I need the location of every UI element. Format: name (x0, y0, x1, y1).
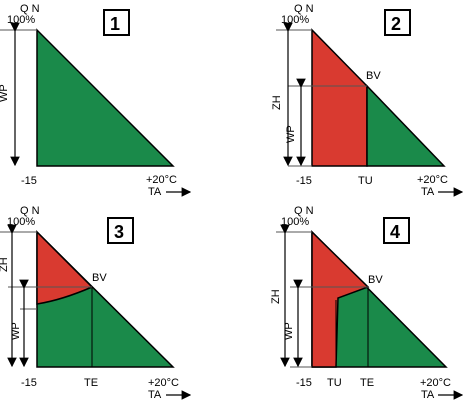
x-start-label: -15 (296, 377, 312, 389)
x-mid1-label: TU (358, 175, 373, 187)
zh-label: ZH (271, 95, 283, 110)
wp-label: WP (0, 84, 10, 102)
panel-2: Q N 100% ZH WP BV 2 -15 TU +20°C TA (271, 3, 464, 198)
ta-label: TA (148, 389, 162, 400)
heat-pump-area (36, 28, 175, 167)
percent-label: 100% (7, 14, 35, 26)
additional-heater-area (311, 28, 368, 167)
axis-top-label: Q N (294, 205, 314, 217)
heat-pump-area (366, 84, 446, 167)
panel-number-box (103, 9, 130, 36)
wp-label: WP (283, 322, 295, 340)
ta-label: TA (421, 389, 435, 400)
x-mid2-label: TE (360, 377, 374, 389)
panel-4: Q N 100% ZH WP BV 4 -15 TU TE +20°C TA (270, 205, 464, 401)
axis-top-label: Q N (20, 3, 40, 15)
panel-number-box (383, 217, 410, 244)
panel-number-box (384, 9, 411, 36)
axis-top-label: Q N (20, 205, 40, 217)
x-start-label: -15 (21, 377, 37, 389)
x-mid1-label: TE (84, 377, 98, 389)
panel-number: 4 (390, 222, 400, 242)
panel-1: Q N 100% WP 1 -15 +20°C TA (0, 3, 192, 198)
panel-number: 3 (114, 222, 124, 242)
bivalent-point-label: BV (368, 274, 383, 286)
additional-heater-area (311, 230, 370, 368)
x-mid1-label: TU (327, 377, 342, 389)
wp-label: WP (10, 322, 22, 340)
wp-label: WP (285, 125, 297, 143)
x-end-label: +20°C (417, 174, 448, 186)
panel-number: 2 (391, 14, 401, 34)
axis-top-label: Q N (294, 3, 314, 15)
ta-label: TA (148, 186, 162, 198)
percent-label: 100% (281, 14, 309, 26)
x-end-label: +20°C (148, 377, 179, 389)
x-start-label: -15 (296, 175, 312, 187)
ta-label: TA (421, 186, 435, 198)
panel-number: 1 (110, 14, 120, 34)
x-end-label: +20°C (420, 377, 451, 389)
zh-label: ZH (270, 289, 282, 304)
x-start-label: -15 (21, 175, 37, 187)
x-end-label: +20°C (146, 174, 177, 186)
percent-label: 100% (7, 216, 35, 228)
bivalent-point-label: BV (92, 272, 107, 284)
bivalent-point-label: BV (366, 70, 381, 82)
panel-number-box (107, 217, 134, 244)
panel-3: Q N 100% ZH WP BV 3 -15 TE +20°C TA (0, 205, 192, 401)
zh-label: ZH (0, 257, 10, 272)
percent-label: 100% (281, 216, 309, 228)
